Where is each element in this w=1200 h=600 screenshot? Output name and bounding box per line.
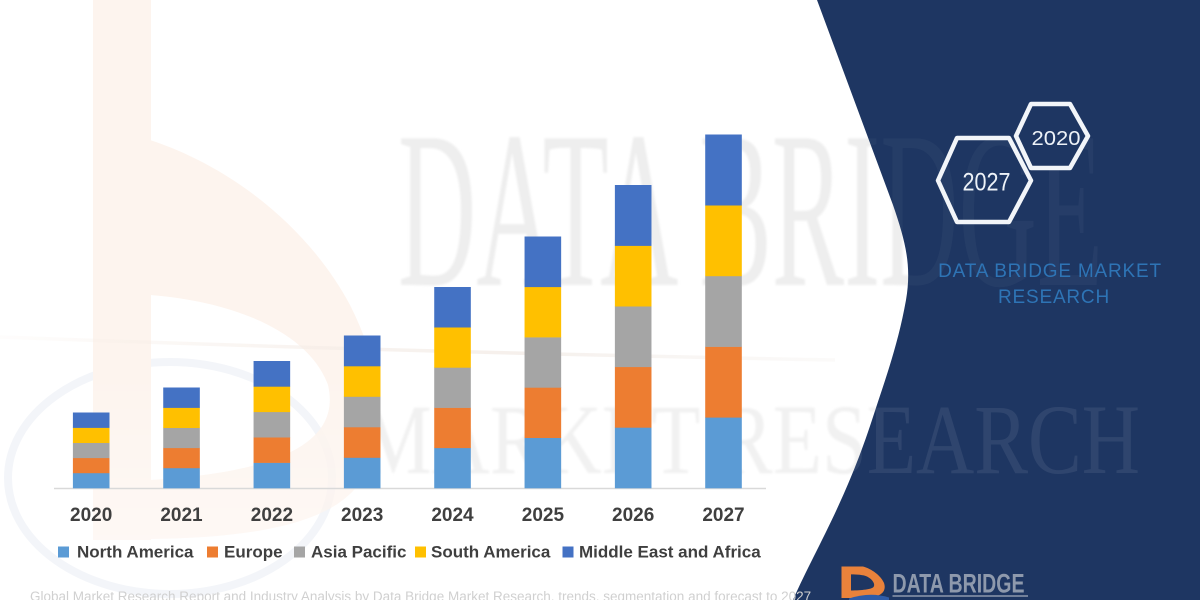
svg-text:DATA BRIDGE MARKET: DATA BRIDGE MARKET	[938, 261, 1162, 282]
svg-text:RESEARCH: RESEARCH	[998, 287, 1110, 308]
svg-text:2027: 2027	[963, 169, 1011, 197]
svg-text:2024: 2024	[431, 505, 474, 526]
svg-text:2025: 2025	[522, 505, 565, 526]
svg-text:2022: 2022	[251, 505, 293, 526]
svg-text:DATA BRIDGE: DATA BRIDGE	[893, 569, 1025, 599]
svg-text:Middle East and Africa: Middle East and Africa	[579, 543, 761, 562]
svg-text:2021: 2021	[160, 505, 203, 526]
svg-text:South America: South America	[431, 543, 551, 562]
svg-text:2023: 2023	[341, 505, 383, 526]
svg-text:Asia Pacific: Asia Pacific	[311, 543, 406, 562]
svg-text:2020: 2020	[1032, 127, 1081, 150]
svg-text:2026: 2026	[612, 505, 654, 526]
svg-text:2020: 2020	[70, 505, 112, 526]
svg-text:2027: 2027	[702, 505, 744, 526]
svg-text:Global Market Research Report: Global Market Research Report and Indust…	[30, 589, 811, 600]
svg-text:North America: North America	[77, 543, 194, 562]
svg-text:Europe: Europe	[224, 543, 283, 562]
